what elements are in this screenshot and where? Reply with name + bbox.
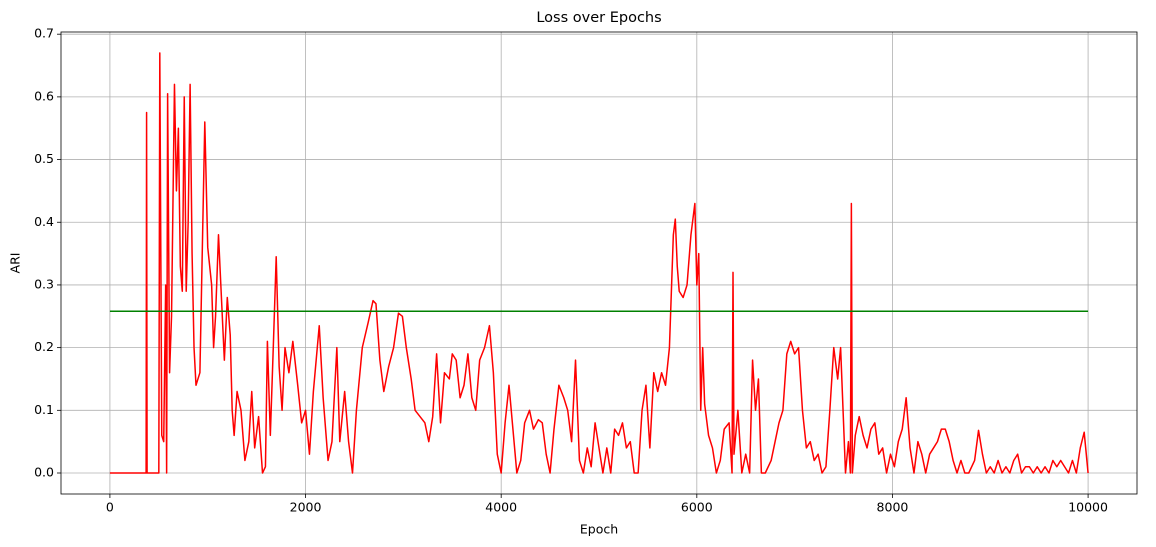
x-tick-label: 4000 (485, 500, 517, 515)
x-tick-label: 10000 (1068, 500, 1108, 515)
x-tick-label: 6000 (681, 500, 713, 515)
x-axis-label: Epoch (580, 522, 618, 537)
y-tick-label: 0.4 (34, 214, 54, 229)
y-tick-label: 0.6 (34, 88, 54, 103)
x-tick-label: 2000 (290, 500, 322, 515)
y-tick-label: 0.2 (34, 339, 54, 354)
y-tick-label: 0.7 (34, 26, 54, 41)
plot-frame (60, 31, 1138, 495)
x-tick-label: 8000 (877, 500, 909, 515)
y-tick-label: 0.0 (34, 465, 54, 480)
y-tick-label: 0.1 (34, 402, 54, 417)
y-tick-label: 0.5 (34, 151, 54, 166)
chart-title: Loss over Epochs (536, 10, 661, 26)
y-tick-label: 0.3 (34, 276, 54, 291)
y-axis-label: ARI (8, 253, 23, 274)
x-tick-label: 0 (106, 500, 114, 515)
line-series (109, 52, 1089, 474)
